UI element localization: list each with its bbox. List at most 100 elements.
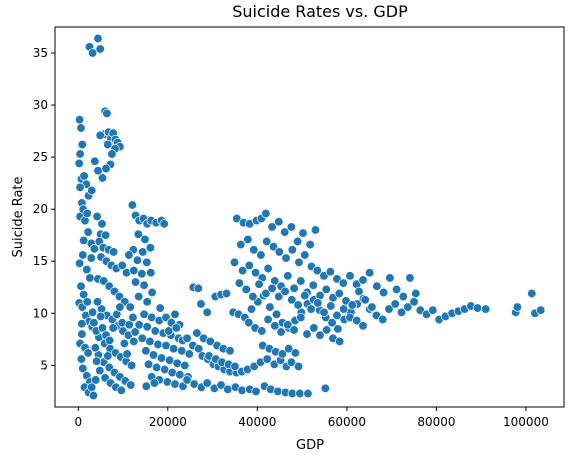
scatter-point — [358, 321, 368, 331]
scatter-point — [145, 243, 156, 253]
scatter-point — [300, 290, 310, 301]
scatter-point — [202, 378, 212, 388]
scatter-point — [182, 375, 192, 385]
scatter-point — [82, 208, 92, 219]
scatter-point — [244, 260, 254, 271]
scatter-point — [310, 225, 321, 235]
scatter-point — [74, 158, 84, 169]
scatter-point — [274, 217, 284, 227]
scatter-point — [306, 304, 316, 314]
scatter-point — [125, 302, 135, 312]
scatter-point — [411, 288, 421, 299]
scatter-point — [298, 228, 308, 238]
scatter-point — [265, 302, 275, 312]
scatter-point — [145, 336, 155, 347]
scatter-point — [77, 139, 87, 150]
scatter-point — [229, 257, 240, 267]
scatter-point — [103, 351, 113, 361]
scatter-point — [360, 295, 370, 305]
y-tick-label: 15 — [33, 254, 48, 268]
scatter-point — [221, 288, 232, 299]
scatter-point — [254, 279, 264, 289]
scatter-point — [309, 323, 319, 333]
scatter-point — [216, 380, 226, 390]
x-axis-label: GDP — [296, 438, 324, 453]
scatter-point — [117, 260, 127, 271]
chart-title: Suicide Rates vs. GDP — [232, 2, 408, 21]
scatter-point — [141, 381, 151, 391]
scatter-point — [292, 236, 303, 247]
scatter-point — [263, 314, 273, 325]
scatter-point — [409, 297, 419, 307]
scatter-point — [97, 173, 108, 183]
scatter-points — [74, 33, 546, 401]
scatter-point — [89, 318, 99, 328]
scatter-point — [273, 386, 283, 397]
scatter-point — [87, 48, 98, 58]
scatter-point — [170, 309, 180, 319]
scatter-point — [90, 343, 100, 353]
scatter-point — [405, 273, 415, 283]
scatter-point — [128, 312, 138, 323]
scatter-point — [234, 278, 245, 288]
scatter-point — [277, 349, 288, 359]
scatter-point — [372, 281, 382, 291]
scatter-point — [262, 354, 272, 364]
scatter-point — [325, 267, 335, 277]
scatter-point — [146, 268, 156, 278]
scatter-point — [319, 307, 329, 317]
scatter-point — [283, 320, 293, 330]
scatter-point — [230, 361, 240, 372]
scatter-point — [87, 185, 97, 196]
scatter-point — [130, 327, 140, 337]
scatter-point — [320, 383, 331, 393]
scatter-point — [262, 236, 272, 247]
scatter-point — [293, 300, 303, 310]
scatter-point — [151, 362, 162, 373]
scatter-point — [391, 284, 402, 295]
scatter-point — [237, 385, 247, 395]
scatter-point — [119, 338, 130, 349]
scatter-point — [232, 213, 242, 224]
scatter-point — [286, 222, 297, 232]
scatter-point — [74, 115, 85, 125]
scatter-point — [155, 303, 165, 313]
scatter-point — [97, 219, 107, 229]
scatter-point — [85, 273, 95, 283]
scatter-point — [293, 361, 304, 372]
scatter-point — [138, 247, 148, 257]
scatter-point — [365, 268, 375, 278]
scatter-point — [134, 320, 144, 330]
plot-frame — [54, 26, 565, 408]
scatter-point — [92, 211, 102, 222]
scatter-point — [326, 301, 336, 311]
scatter-point — [162, 377, 173, 387]
scatter-point — [333, 324, 343, 334]
scatter-point — [302, 329, 312, 339]
scatter-point — [244, 318, 254, 328]
scatter-point — [261, 288, 271, 299]
scatter-point — [403, 302, 413, 312]
scatter-point — [150, 326, 160, 336]
scatter-point — [289, 325, 299, 335]
scatter-point — [243, 234, 253, 245]
scatter-point — [126, 380, 136, 390]
scatter-point — [339, 304, 349, 314]
scatter-point — [283, 271, 293, 281]
scatter-point — [241, 284, 251, 295]
scatter-point — [147, 287, 157, 298]
scatter-point — [398, 291, 408, 302]
scatter-point — [536, 305, 546, 315]
y-axis: 5 10 15 20 25 30 35 — [33, 46, 55, 372]
scatter-point — [196, 299, 206, 309]
scatter-point — [107, 149, 117, 159]
scatter-point — [428, 305, 438, 315]
y-tick-label: 35 — [33, 46, 48, 60]
scatter-point — [96, 311, 106, 322]
scatter-point — [303, 388, 313, 399]
scatter-point — [180, 360, 190, 371]
scatter-point — [295, 388, 305, 399]
scatter-point — [305, 239, 315, 250]
scatter-point — [103, 139, 113, 150]
scatter-point — [290, 348, 301, 358]
